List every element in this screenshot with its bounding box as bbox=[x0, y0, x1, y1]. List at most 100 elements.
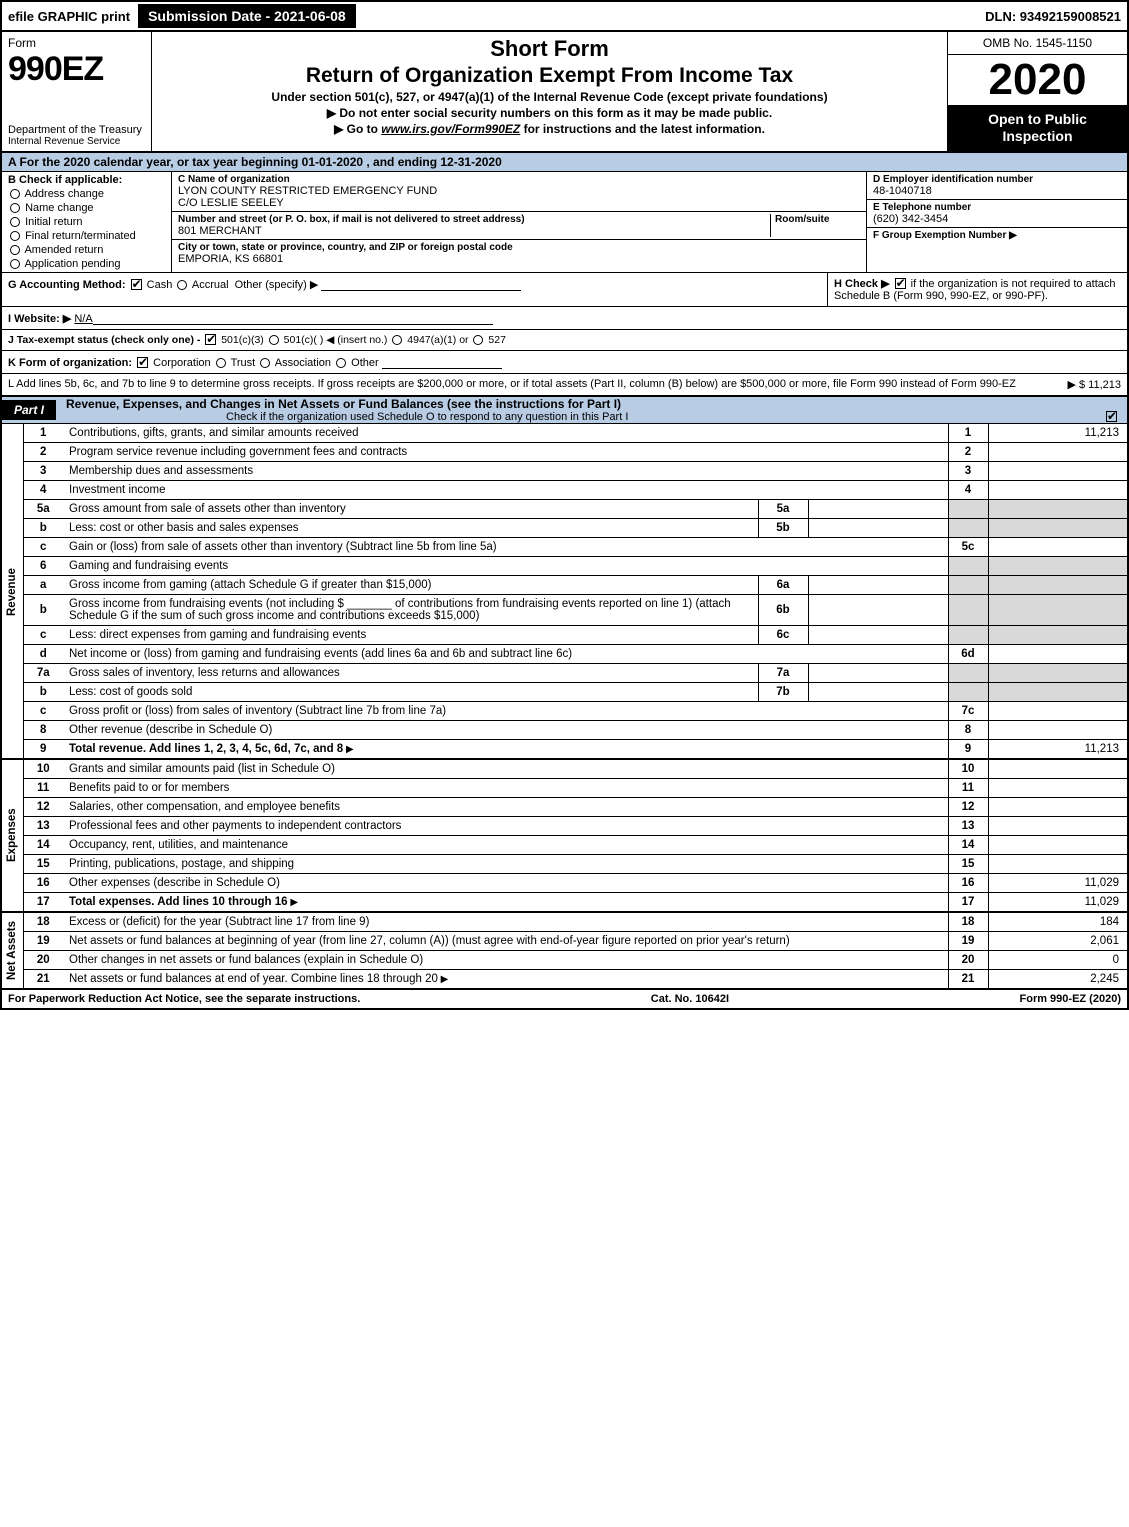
street-address: 801 MERCHANT bbox=[178, 225, 770, 237]
section-b: B Check if applicable: Address change Na… bbox=[2, 172, 172, 272]
table-row: 15Printing, publications, postage, and s… bbox=[1, 854, 1128, 873]
form-header: Form 990EZ Department of the Treasury In… bbox=[0, 32, 1129, 153]
chk-initial-return[interactable]: Initial return bbox=[8, 216, 165, 228]
note-goto: ▶ Go to www.irs.gov/Form990EZ for instru… bbox=[160, 122, 939, 136]
footer-left: For Paperwork Reduction Act Notice, see … bbox=[8, 993, 360, 1005]
part1-table: Revenue 1 Contributions, gifts, grants, … bbox=[0, 424, 1129, 990]
chk-4947[interactable] bbox=[392, 335, 402, 345]
table-row: 19Net assets or fund balances at beginni… bbox=[1, 931, 1128, 950]
chk-527[interactable] bbox=[473, 335, 483, 345]
table-row: 5aGross amount from sale of assets other… bbox=[1, 499, 1128, 518]
amt-17: 11,029 bbox=[988, 892, 1128, 912]
footer-center: Cat. No. 10642I bbox=[651, 993, 729, 1005]
table-row: 9Total revenue. Add lines 1, 2, 3, 4, 5c… bbox=[1, 739, 1128, 759]
subtitle: Under section 501(c), 527, or 4947(a)(1)… bbox=[160, 90, 939, 104]
chk-amended-return[interactable]: Amended return bbox=[8, 244, 165, 256]
dln: DLN: 93492159008521 bbox=[985, 9, 1127, 24]
table-row: 20Other changes in net assets or fund ba… bbox=[1, 950, 1128, 969]
title-short-form: Short Form bbox=[160, 36, 939, 62]
dept-treasury: Department of the Treasury bbox=[8, 124, 145, 136]
chk-501c[interactable] bbox=[269, 335, 279, 345]
row-k: K Form of organization: Corporation Trus… bbox=[0, 351, 1129, 374]
chk-association[interactable] bbox=[260, 358, 270, 368]
irs-link[interactable]: www.irs.gov/Form990EZ bbox=[381, 122, 520, 136]
table-row: 7aGross sales of inventory, less returns… bbox=[1, 663, 1128, 682]
amt-18: 184 bbox=[988, 912, 1128, 932]
city-label: City or town, state or province, country… bbox=[178, 242, 860, 253]
chk-cash[interactable] bbox=[131, 279, 142, 290]
chk-h[interactable] bbox=[895, 278, 906, 289]
line-g: G Accounting Method: Cash Accrual Other … bbox=[2, 273, 827, 306]
chk-application-pending[interactable]: Application pending bbox=[8, 258, 165, 270]
row-j: J Tax-exempt status (check only one) - 5… bbox=[0, 330, 1129, 351]
table-row: cGross profit or (loss) from sales of in… bbox=[1, 701, 1128, 720]
form-number: 990EZ bbox=[8, 50, 145, 89]
f-label: F Group Exemption Number ▶ bbox=[873, 230, 1121, 241]
amt-20: 0 bbox=[988, 950, 1128, 969]
table-row: Net Assets 18Excess or (deficit) for the… bbox=[1, 912, 1128, 932]
part1-title: Revenue, Expenses, and Changes in Net As… bbox=[66, 397, 1127, 411]
vlabel-revenue: Revenue bbox=[1, 424, 23, 759]
l-amount: ▶ $ 11,213 bbox=[1067, 378, 1121, 391]
header-right: OMB No. 1545-1150 2020 Open to Public In… bbox=[947, 32, 1127, 151]
line-a-tax-year: A For the 2020 calendar year, or tax yea… bbox=[0, 153, 1129, 172]
table-row: 13Professional fees and other payments t… bbox=[1, 816, 1128, 835]
efile-label[interactable]: efile GRAPHIC print bbox=[8, 9, 130, 24]
top-bar: efile GRAPHIC print Submission Date - 20… bbox=[0, 0, 1129, 32]
chk-schedule-o[interactable] bbox=[1106, 411, 1117, 422]
title-return: Return of Organization Exempt From Incom… bbox=[160, 64, 939, 88]
chk-name-change[interactable]: Name change bbox=[8, 202, 165, 214]
footer-right: Form 990-EZ (2020) bbox=[1020, 993, 1121, 1005]
irs-label: Internal Revenue Service bbox=[8, 136, 145, 147]
table-row: dNet income or (loss) from gaming and fu… bbox=[1, 644, 1128, 663]
header-left: Form 990EZ Department of the Treasury In… bbox=[2, 32, 152, 151]
other-specify-input[interactable] bbox=[321, 277, 521, 291]
table-row: bLess: cost of goods sold7b bbox=[1, 682, 1128, 701]
table-row: bGross income from fundraising events (n… bbox=[1, 594, 1128, 625]
table-row: 17Total expenses. Add lines 10 through 1… bbox=[1, 892, 1128, 912]
care-of: C/O LESLIE SEELEY bbox=[178, 197, 860, 209]
table-row: aGross income from gaming (attach Schedu… bbox=[1, 575, 1128, 594]
part1-header: Part I Revenue, Expenses, and Changes in… bbox=[0, 397, 1129, 424]
city-state-zip: EMPORIA, KS 66801 bbox=[178, 253, 860, 265]
table-row: 8Other revenue (describe in Schedule O)8 bbox=[1, 720, 1128, 739]
chk-corporation[interactable] bbox=[137, 357, 148, 368]
chk-final-return[interactable]: Final return/terminated bbox=[8, 230, 165, 242]
amt-19: 2,061 bbox=[988, 931, 1128, 950]
chk-other-org[interactable] bbox=[336, 358, 346, 368]
section-c: C Name of organization LYON COUNTY RESTR… bbox=[172, 172, 867, 272]
chk-501c3[interactable] bbox=[205, 334, 216, 345]
table-row: 11Benefits paid to or for members11 bbox=[1, 778, 1128, 797]
org-name: LYON COUNTY RESTRICTED EMERGENCY FUND bbox=[178, 185, 860, 197]
section-def: D Employer identification number 48-1040… bbox=[867, 172, 1127, 272]
table-row: 6Gaming and fundraising events bbox=[1, 556, 1128, 575]
row-g-h: G Accounting Method: Cash Accrual Other … bbox=[0, 273, 1129, 307]
part1-sub: Check if the organization used Schedule … bbox=[226, 411, 628, 423]
open-inspection: Open to Public Inspection bbox=[948, 105, 1127, 151]
l-text: L Add lines 5b, 6c, and 7b to line 9 to … bbox=[8, 378, 1016, 391]
ein: 48-1040718 bbox=[873, 185, 1121, 197]
website-value: N/A bbox=[74, 313, 92, 325]
amt-16: 11,029 bbox=[988, 873, 1128, 892]
chk-accrual[interactable] bbox=[177, 280, 187, 290]
amt-1: 11,213 bbox=[988, 424, 1128, 443]
omb-number: OMB No. 1545-1150 bbox=[948, 32, 1127, 55]
tax-year: 2020 bbox=[948, 55, 1127, 105]
table-row: cGain or (loss) from sale of assets othe… bbox=[1, 537, 1128, 556]
chk-address-change[interactable]: Address change bbox=[8, 188, 165, 200]
vlabel-net-assets: Net Assets bbox=[1, 912, 23, 989]
row-l: L Add lines 5b, 6c, and 7b to line 9 to … bbox=[0, 374, 1129, 397]
entity-block: B Check if applicable: Address change Na… bbox=[0, 172, 1129, 273]
form-word: Form bbox=[8, 36, 145, 50]
table-row: 4Investment income4 bbox=[1, 480, 1128, 499]
chk-trust[interactable] bbox=[216, 358, 226, 368]
amt-21: 2,245 bbox=[988, 969, 1128, 989]
table-row: 14Occupancy, rent, utilities, and mainte… bbox=[1, 835, 1128, 854]
part1-badge: Part I bbox=[2, 400, 56, 420]
table-row: 12Salaries, other compensation, and empl… bbox=[1, 797, 1128, 816]
submission-date-badge: Submission Date - 2021-06-08 bbox=[138, 4, 356, 28]
header-center: Short Form Return of Organization Exempt… bbox=[152, 32, 947, 151]
table-row: 21Net assets or fund balances at end of … bbox=[1, 969, 1128, 989]
d-label: D Employer identification number bbox=[873, 174, 1121, 185]
e-label: E Telephone number bbox=[873, 202, 1121, 213]
